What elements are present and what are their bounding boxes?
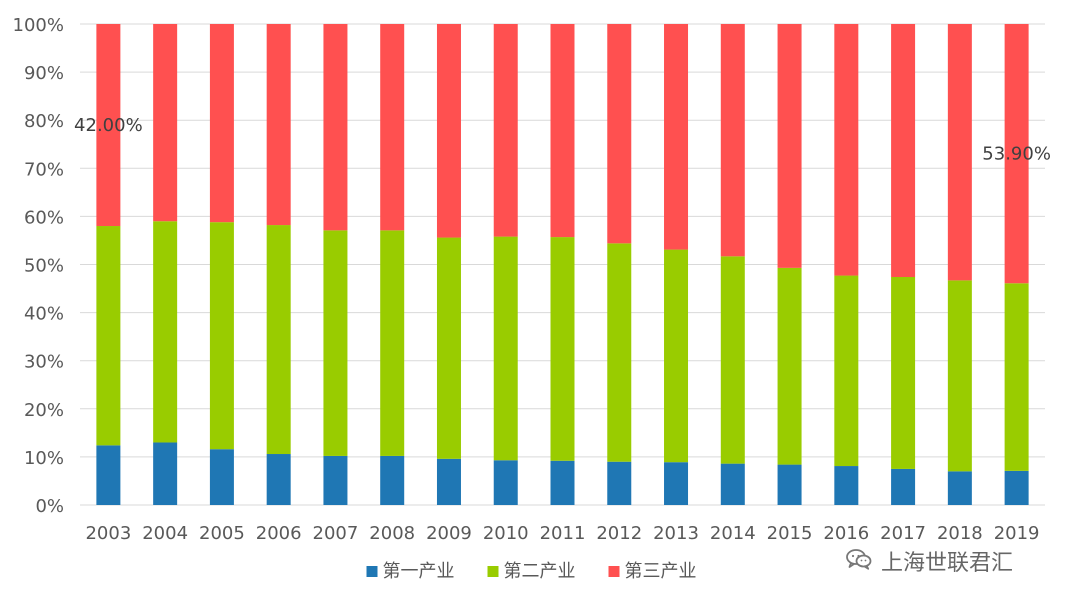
watermark-text: 上海世联君汇 — [881, 551, 1014, 576]
bar-segment — [436, 237, 461, 459]
bar-segment — [550, 237, 575, 461]
bar-segment — [380, 455, 405, 505]
bar-segment — [720, 463, 745, 505]
bar-segment — [436, 458, 461, 505]
bar-segment — [720, 256, 745, 464]
bar-segment — [266, 454, 291, 505]
legend-label: 第一产业 — [383, 561, 455, 582]
bar-segment — [1004, 24, 1029, 284]
bar-segment — [153, 221, 178, 443]
bar-segment — [891, 24, 916, 278]
wechat-icon — [845, 547, 873, 575]
bar-segment — [891, 468, 916, 505]
y-tick-label: 80% — [24, 111, 64, 132]
legend-swatch — [366, 566, 378, 577]
data-label: 42.00% — [74, 115, 143, 136]
bar-segment — [834, 24, 859, 276]
bar-segment — [891, 277, 916, 469]
bar-segment — [777, 267, 802, 465]
bar-segment — [777, 24, 802, 268]
legend-swatch — [487, 566, 499, 577]
bar-segment — [266, 225, 291, 455]
bar-segment — [493, 236, 518, 461]
y-tick-label: 10% — [24, 448, 64, 469]
x-tick-label: 2016 — [823, 523, 869, 544]
bar-segment — [1004, 470, 1029, 505]
y-tick-label: 40% — [24, 304, 64, 325]
y-tick-label: 90% — [24, 63, 64, 84]
x-tick-label: 2011 — [540, 523, 586, 544]
x-tick-label: 2010 — [483, 523, 529, 544]
x-tick-label: 2005 — [199, 523, 245, 544]
x-tick-label: 2019 — [994, 523, 1040, 544]
bar-segment — [607, 243, 632, 462]
bar-segment — [153, 442, 178, 505]
bar-segment — [947, 280, 972, 472]
bar-segment — [209, 24, 234, 223]
bar-segment — [607, 24, 632, 244]
bar-segment — [550, 460, 575, 505]
bar-segment — [947, 24, 972, 281]
x-tick-label: 2017 — [880, 523, 926, 544]
bar-segment — [607, 461, 632, 505]
x-tick-label: 2004 — [142, 523, 188, 544]
bar-segment — [209, 222, 234, 450]
x-tick-label: 2014 — [710, 523, 756, 544]
bar-segment — [96, 226, 121, 446]
bar-segment — [720, 24, 745, 257]
bar-segment — [1004, 283, 1029, 471]
y-tick-label: 70% — [24, 159, 64, 180]
bar-segment — [323, 455, 348, 505]
x-tick-label: 2007 — [313, 523, 359, 544]
bar-segment — [96, 24, 121, 227]
y-tick-label: 20% — [24, 400, 64, 421]
bar-segment — [380, 230, 405, 456]
x-tick-label: 2013 — [653, 523, 699, 544]
legend-label: 第二产业 — [504, 561, 576, 582]
legend-swatch — [608, 566, 620, 577]
bar-segment — [380, 24, 405, 231]
bar-segment — [834, 466, 859, 505]
bar-segment — [323, 230, 348, 456]
bar-segment — [834, 275, 859, 467]
x-tick-label: 2015 — [767, 523, 813, 544]
legend-label: 第三产业 — [625, 561, 697, 582]
y-tick-label: 30% — [24, 352, 64, 373]
bar-segment — [947, 471, 972, 505]
watermark: 上海世联君汇 — [845, 544, 1013, 578]
bar-segment — [664, 24, 689, 250]
bar-segment — [664, 462, 689, 505]
data-label: 53.90% — [982, 144, 1051, 165]
y-tick-label: 50% — [24, 256, 64, 277]
x-tick-label: 2018 — [937, 523, 983, 544]
y-tick-label: 60% — [24, 207, 64, 228]
bar-segment — [550, 24, 575, 238]
bar-segment — [323, 24, 348, 231]
bar-segment — [153, 24, 178, 222]
bar-segment — [96, 445, 121, 505]
bar-segment — [436, 24, 461, 238]
x-tick-label: 2003 — [85, 523, 131, 544]
x-tick-label: 2012 — [596, 523, 642, 544]
bar-segment — [777, 464, 802, 505]
x-tick-label: 2008 — [369, 523, 415, 544]
x-tick-label: 2006 — [256, 523, 302, 544]
bar-segment — [664, 249, 689, 463]
y-tick-label: 0% — [35, 496, 64, 517]
x-tick-label: 2009 — [426, 523, 472, 544]
y-tick-label: 100% — [13, 15, 64, 36]
bar-segment — [493, 24, 518, 237]
bar-segment — [209, 449, 234, 505]
bar-segment — [266, 24, 291, 226]
bar-segment — [493, 460, 518, 505]
